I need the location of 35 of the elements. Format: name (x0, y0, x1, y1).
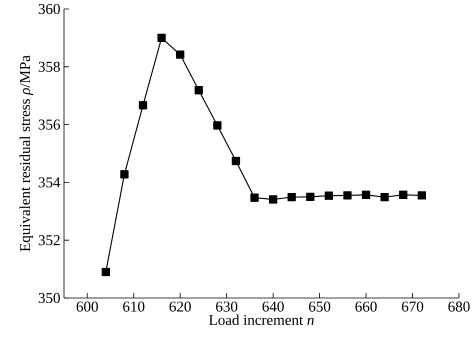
point (380, 192, 389, 202)
point (232, 156, 240, 166)
point (157, 34, 166, 42)
point (138, 101, 148, 110)
x-tick-label: 610 (123, 302, 144, 312)
point (176, 50, 184, 59)
point (194, 86, 203, 94)
point (306, 192, 314, 201)
x-axis-title: Load increment n (209, 314, 314, 326)
point (213, 121, 222, 130)
y-tick-label: 354 (38, 177, 60, 188)
point (268, 195, 278, 204)
point (250, 194, 259, 202)
x-tick-label: 660 (355, 302, 377, 312)
x-tick-label: 630 (216, 302, 238, 312)
y-tick-label: 358 (38, 62, 60, 72)
x-tick-label: 680 (448, 302, 470, 312)
y-tick-label: 350 (38, 292, 60, 304)
point (102, 268, 110, 276)
x-tick-label: 650 (308, 302, 330, 312)
x-tick-label: 620 (170, 302, 191, 312)
point (399, 190, 408, 199)
x-tick-label: 670 (402, 302, 424, 312)
y-tick-label: 352 (38, 235, 60, 246)
point (362, 190, 370, 199)
point (288, 192, 296, 202)
y-axis-title: Equivalent residual stress ρ/MPa (20, 55, 34, 252)
point (418, 191, 426, 200)
y-tick-label: 356 (38, 120, 60, 130)
x-tick-label: 600 (76, 302, 98, 312)
x-tick-label: 640 (262, 302, 284, 312)
y-tick-label: 360 (38, 4, 60, 14)
point (120, 170, 129, 178)
point (324, 192, 334, 200)
point (343, 191, 352, 200)
